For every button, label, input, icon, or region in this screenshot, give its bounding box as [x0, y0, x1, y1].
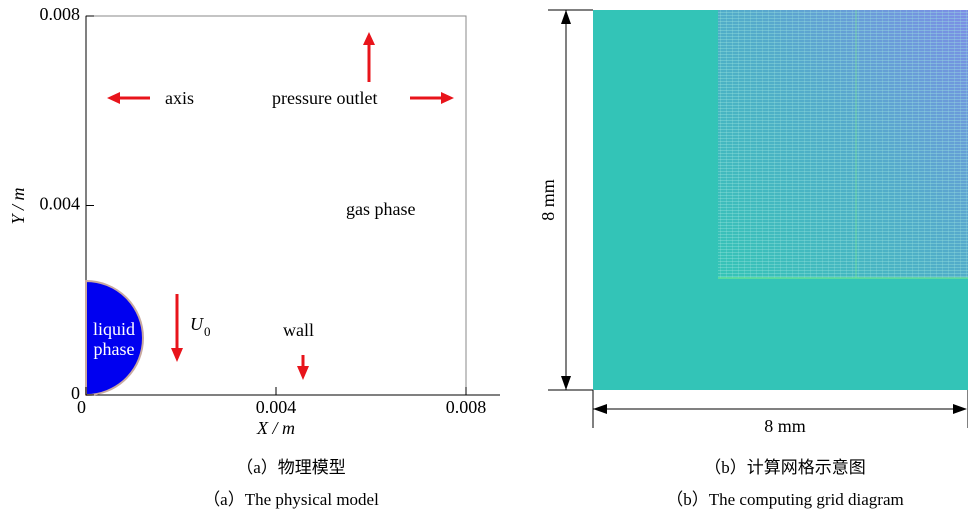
- caption-en: （a）The physical model: [203, 490, 379, 509]
- caption-zh: （b）计算网格示意图: [704, 458, 866, 477]
- mesh-lines: [718, 10, 968, 278]
- liquid-droplet: [85, 279, 144, 397]
- velocity-subscript: 0: [204, 324, 211, 339]
- annotation: gas phase: [346, 199, 415, 219]
- x-tick-label: 0.008: [446, 397, 487, 417]
- annotation: pressure outlet: [272, 88, 377, 108]
- y-tick-label: 0.008: [40, 4, 81, 24]
- boundary-arrows: [107, 32, 454, 380]
- velocity-symbol: U: [190, 314, 204, 334]
- x-tick-label: 0: [77, 397, 86, 417]
- liquid-label: phase: [94, 339, 135, 359]
- liquid-label: liquid: [93, 319, 135, 339]
- y-axis-label: Y / m: [8, 187, 28, 224]
- y-tick-label: 0: [71, 383, 80, 403]
- annotation: wall: [283, 320, 314, 340]
- annotation: axis: [165, 88, 194, 108]
- x-axis-label: X / m: [256, 418, 295, 438]
- x-tick-label: 0.004: [256, 397, 297, 417]
- dimension-lines: [548, 9, 968, 428]
- caption-en: （b）The computing grid diagram: [666, 490, 903, 509]
- height-label: 8 mm: [538, 179, 558, 221]
- caption-zh: （a）物理模型: [236, 458, 346, 477]
- y-tick-label: 0.004: [40, 194, 81, 214]
- width-label: 8 mm: [764, 416, 806, 436]
